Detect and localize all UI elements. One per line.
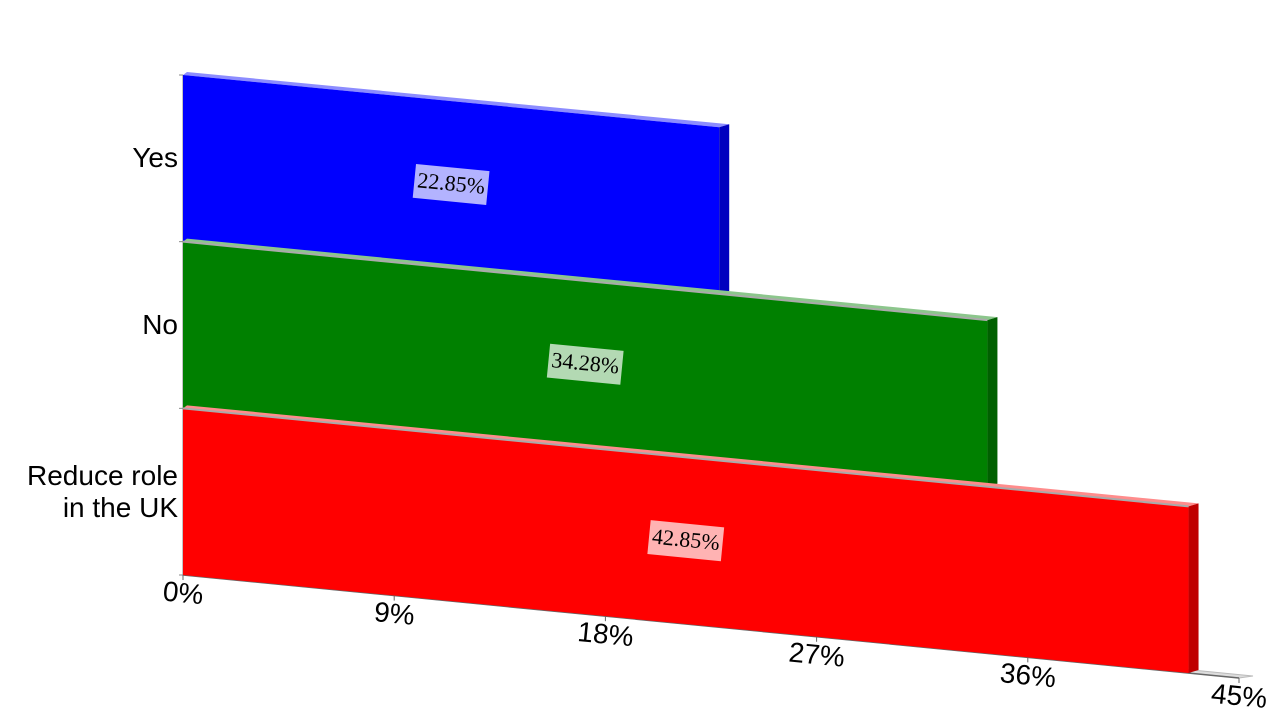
x-tick-label: 18% [576, 616, 635, 652]
bar-top [183, 238, 998, 321]
x-tick-label: 36% [999, 657, 1058, 693]
bar-top [183, 72, 730, 128]
bar-side [1188, 503, 1199, 674]
bar-edge [182, 240, 988, 322]
x-tick-label: 9% [373, 596, 416, 631]
value-label-group: 34.28% [546, 343, 624, 385]
x-tick-label: 27% [787, 637, 846, 673]
value-label-bg [546, 343, 624, 385]
x-tick-label: 45% [1210, 678, 1269, 714]
x-tick-label: 0% [162, 576, 205, 611]
y-tick-label: Reduce role in the UK [27, 459, 178, 523]
value-label-bg [412, 163, 490, 205]
bar-side [719, 124, 730, 294]
value-label-bg [647, 520, 725, 562]
bar-edge [182, 407, 1189, 508]
bar-top [183, 405, 1199, 507]
value-label-group: 42.85% [647, 520, 725, 562]
value-label-group: 22.85% [412, 163, 490, 205]
bar-side [987, 317, 998, 487]
y-tick-label: Yes [132, 142, 178, 174]
y-tick-label: No [142, 309, 178, 340]
